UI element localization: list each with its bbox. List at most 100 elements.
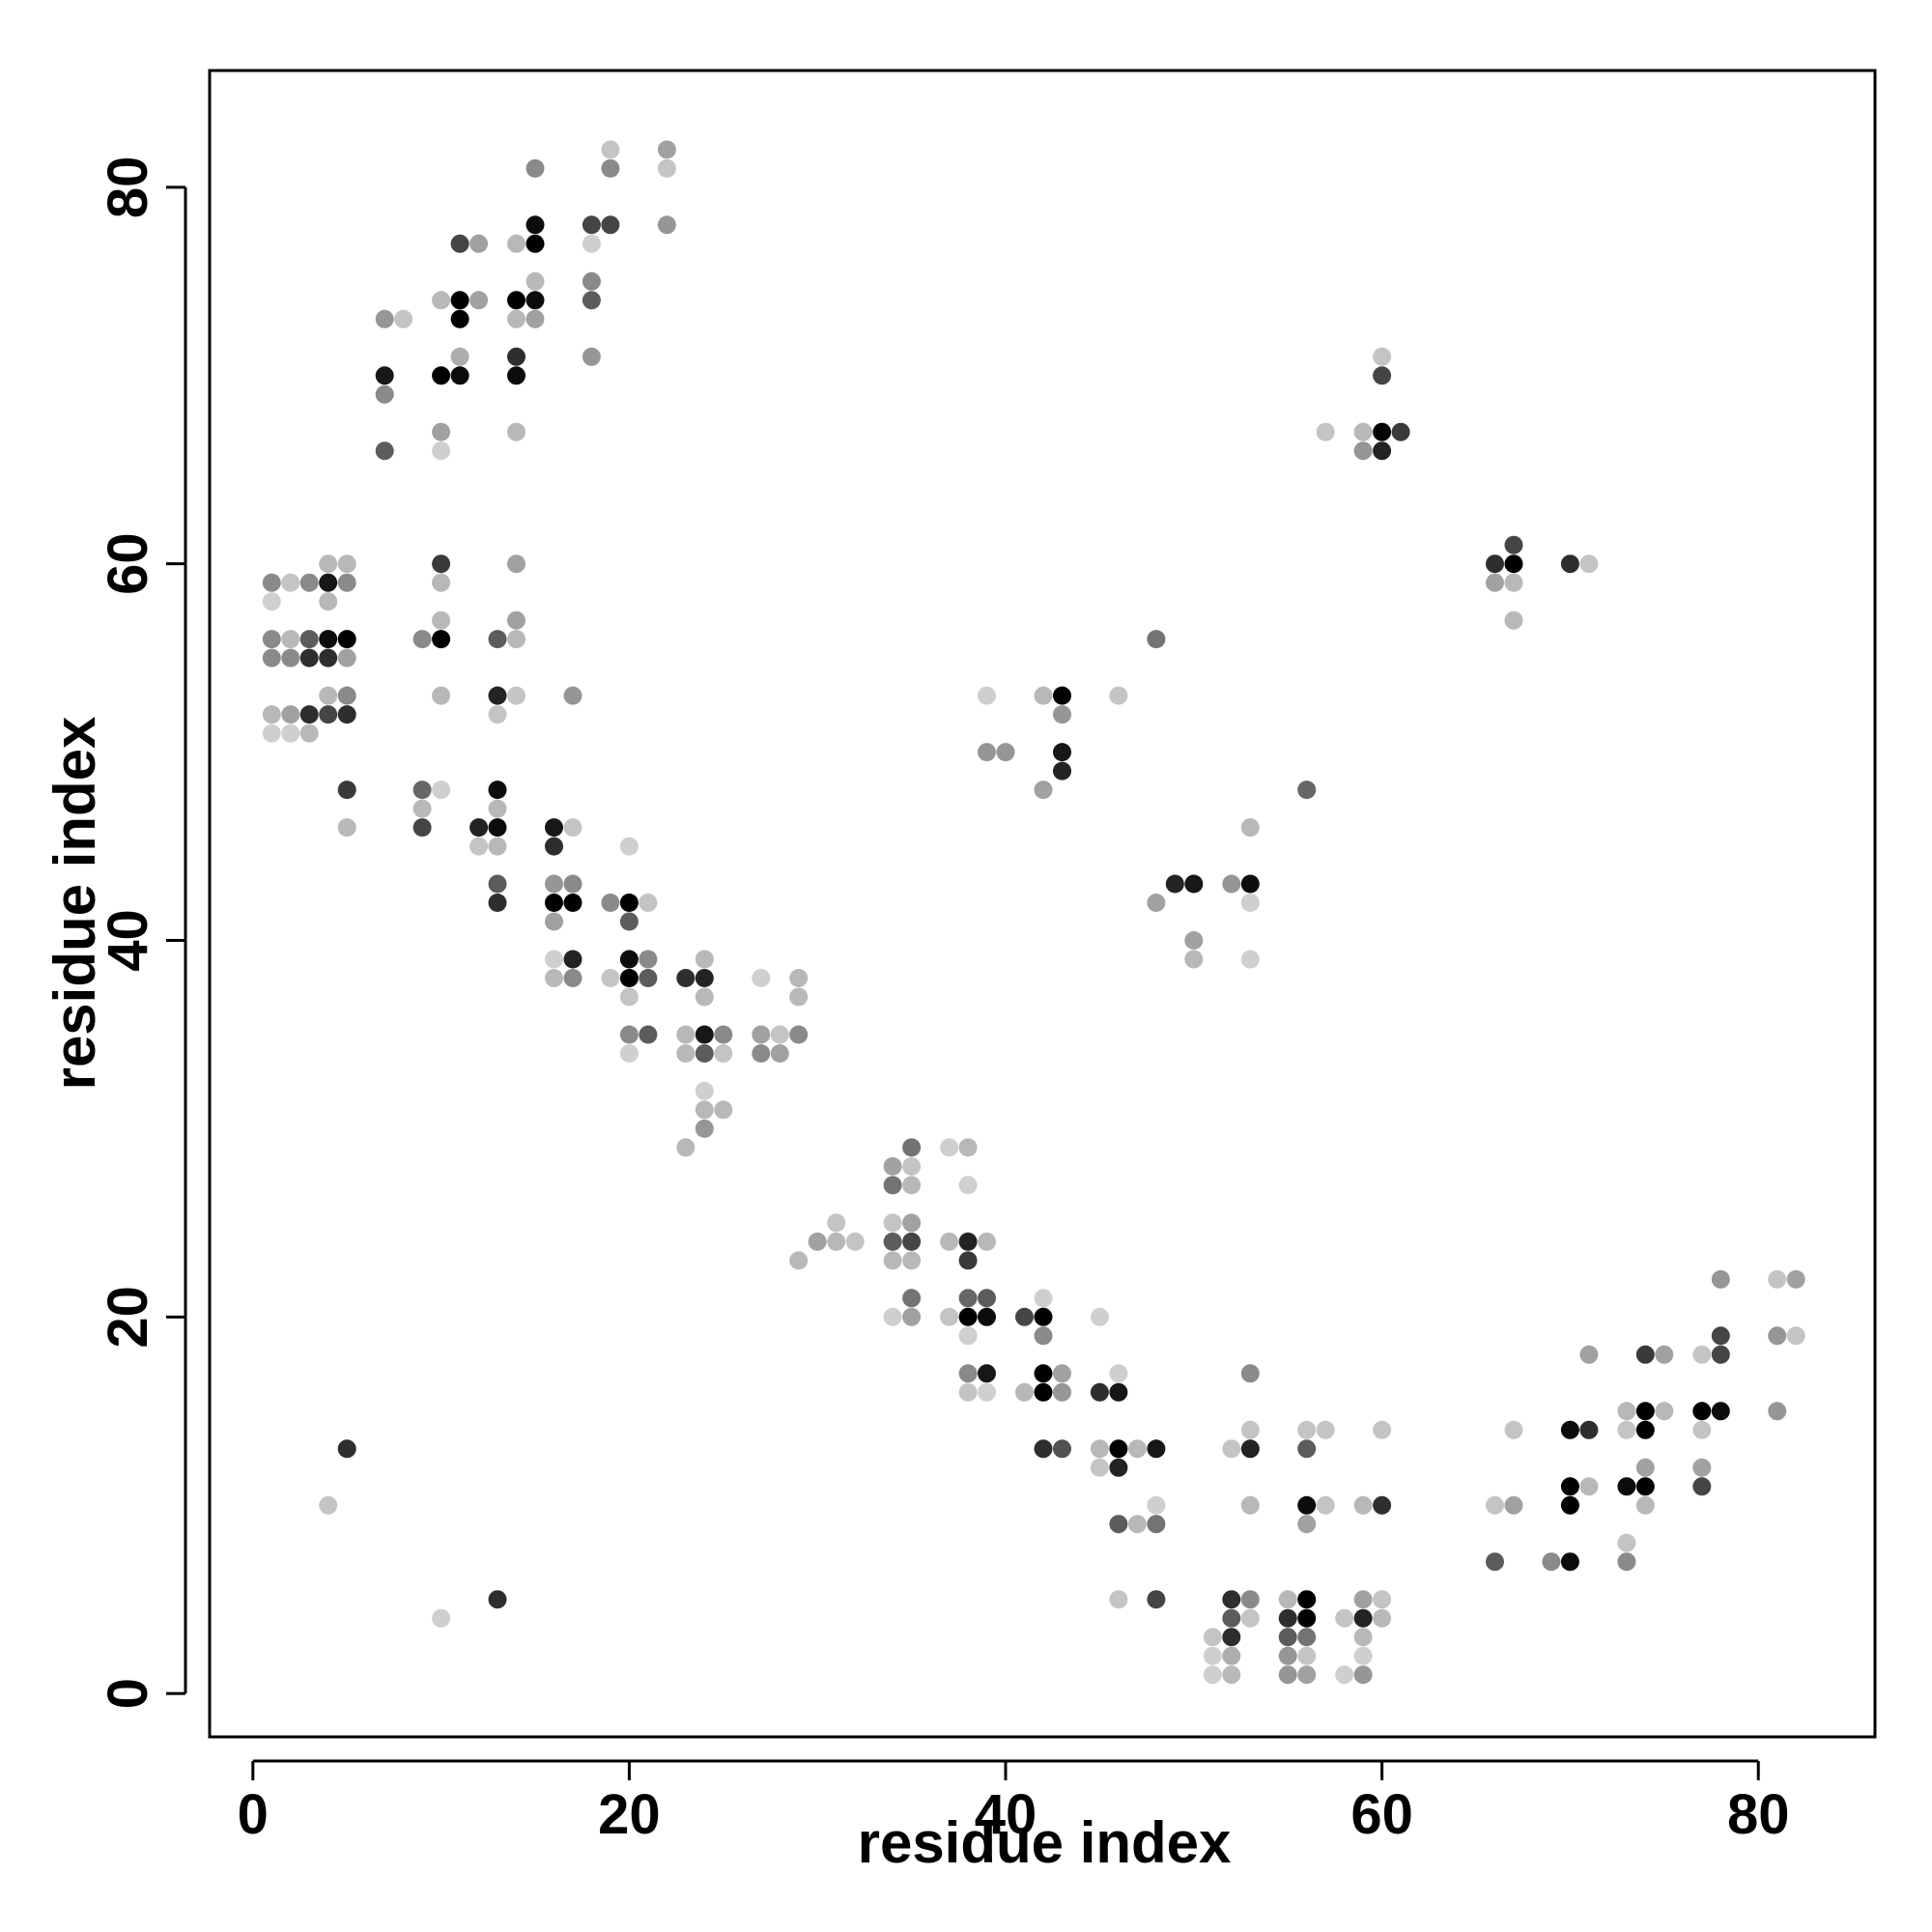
plot-frame: [208, 69, 1877, 1739]
data-point: [337, 554, 356, 574]
data-point: [1353, 1495, 1373, 1515]
data-point: [1184, 931, 1204, 950]
data-point: [1109, 1439, 1128, 1459]
data-point: [1617, 1552, 1636, 1572]
data-point: [1109, 1382, 1128, 1402]
data-point: [1711, 1269, 1730, 1289]
data-point: [958, 1326, 978, 1346]
data-point: [958, 1138, 978, 1157]
data-point: [978, 1232, 996, 1251]
data-point: [1542, 1552, 1561, 1572]
data-point: [619, 912, 639, 931]
data-point: [1297, 1495, 1317, 1515]
data-point: [1635, 1402, 1655, 1421]
data-point: [545, 818, 563, 838]
y-tick-label: 0: [97, 1678, 159, 1709]
data-point: [1034, 1307, 1053, 1326]
data-point: [375, 384, 394, 404]
data-point: [526, 215, 545, 235]
data-point: [978, 1307, 996, 1326]
data-point: [412, 630, 432, 649]
data-point: [1560, 1420, 1579, 1439]
data-point: [319, 573, 338, 592]
y-tick-label: 80: [97, 156, 159, 219]
x-tick-label: 20: [598, 1783, 661, 1846]
data-point: [1335, 1665, 1354, 1685]
data-point: [1278, 1590, 1297, 1609]
data-point: [545, 894, 563, 912]
data-point: [1053, 1439, 1071, 1459]
data-point: [337, 648, 356, 668]
data-point: [469, 818, 489, 838]
data-point: [1504, 573, 1523, 592]
data-point: [1353, 1665, 1373, 1685]
data-point: [676, 1025, 696, 1044]
data-point: [1579, 1420, 1599, 1439]
data-point: [808, 1232, 827, 1251]
data-point: [488, 686, 507, 705]
points-layer: [262, 140, 1805, 1685]
data-point: [902, 1307, 922, 1326]
data-point: [1090, 1439, 1109, 1459]
data-point: [432, 291, 451, 310]
data-point: [1297, 1515, 1317, 1534]
data-point: [1486, 554, 1504, 574]
data-point: [1297, 1420, 1317, 1439]
data-point: [883, 1307, 902, 1326]
data-point: [507, 347, 526, 366]
data-point: [1391, 422, 1410, 441]
data-point: [412, 781, 432, 800]
data-point: [1353, 1628, 1373, 1647]
data-point: [1786, 1326, 1805, 1346]
data-point: [488, 837, 507, 856]
data-point: [1147, 894, 1166, 912]
data-point: [789, 1251, 809, 1270]
data-point: [337, 686, 356, 705]
data-point: [582, 234, 601, 253]
data-point: [507, 291, 526, 310]
data-point: [1297, 1628, 1317, 1647]
data-point: [1297, 1590, 1317, 1609]
data-point: [1353, 441, 1373, 461]
data-point: [676, 969, 696, 987]
data-point: [676, 1138, 696, 1157]
data-point: [488, 781, 507, 800]
data-point: [563, 950, 582, 969]
data-point: [1240, 894, 1260, 912]
data-point: [488, 705, 507, 724]
data-point: [601, 894, 620, 912]
x-axis-title: residue index: [858, 1810, 1232, 1875]
data-point: [488, 894, 507, 912]
data-point: [1486, 573, 1504, 592]
data-point: [281, 724, 300, 743]
data-point: [488, 1590, 507, 1609]
data-point: [639, 969, 658, 987]
data-point: [1635, 1458, 1655, 1477]
data-point: [526, 271, 545, 291]
data-point: [1504, 554, 1523, 574]
data-point: [1560, 554, 1579, 574]
data-point: [619, 837, 639, 856]
data-point: [752, 969, 771, 987]
data-point: [1560, 1495, 1579, 1515]
data-point: [319, 1495, 338, 1515]
data-point: [1240, 1420, 1260, 1439]
x-tick-label: 60: [1350, 1783, 1413, 1846]
data-point: [601, 158, 620, 178]
data-point: [582, 291, 601, 310]
data-point: [1373, 1608, 1392, 1628]
data-point: [1353, 1590, 1373, 1609]
data-point: [1240, 1495, 1260, 1515]
data-point: [1147, 1495, 1166, 1515]
data-point: [714, 1025, 733, 1044]
data-point: [845, 1232, 865, 1251]
data-point: [281, 648, 300, 668]
x-tick-label: 40: [975, 1783, 1037, 1846]
data-point: [1053, 743, 1071, 762]
data-point: [1127, 1439, 1147, 1459]
data-point: [262, 592, 281, 611]
data-point: [1486, 1552, 1504, 1572]
data-point: [1655, 1402, 1674, 1421]
data-point: [582, 347, 601, 366]
data-point: [1692, 1477, 1712, 1496]
